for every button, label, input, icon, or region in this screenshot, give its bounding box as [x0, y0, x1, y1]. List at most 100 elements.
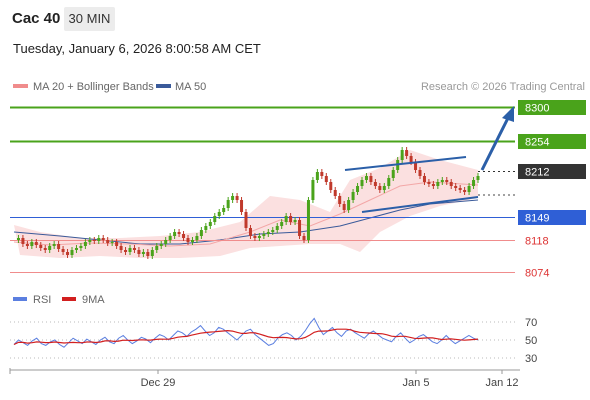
candle-body: [137, 250, 141, 254]
candle-body: [155, 246, 159, 250]
candle-body: [369, 176, 373, 182]
credit-text: Research © 2026 Trading Central: [421, 81, 585, 93]
candle-body: [440, 180, 444, 182]
level-label-8254: 8254: [525, 137, 549, 149]
candle-body: [217, 212, 221, 216]
level-label-8300: 8300: [525, 103, 549, 115]
candle-body: [231, 196, 235, 200]
candle-body: [124, 250, 128, 252]
candle-body: [186, 238, 190, 242]
candle-body: [164, 240, 168, 244]
candle-body: [422, 176, 426, 182]
candle-body: [405, 150, 409, 156]
x-tick-label: Dec 29: [141, 377, 176, 389]
rsi-ma-legend-label: 9MA: [82, 294, 105, 306]
candle-body: [351, 192, 355, 200]
candle-body: [177, 232, 181, 234]
candle-body: [418, 170, 422, 176]
candle-body: [79, 246, 83, 248]
candle-body: [329, 182, 333, 190]
candle-body: [106, 240, 110, 243]
candle-body: [364, 176, 368, 180]
candle-body: [199, 230, 203, 236]
candle-body: [463, 190, 467, 192]
candle-body: [445, 180, 449, 182]
candle-body: [244, 212, 248, 228]
candle-body: [204, 226, 208, 230]
candle-body: [115, 242, 119, 246]
candles: [16, 147, 480, 259]
channel-upper-line: [344, 156, 467, 171]
candle-body: [333, 190, 337, 196]
candle-body: [30, 242, 34, 246]
candle-body: [311, 180, 315, 200]
candle-body: [373, 182, 377, 186]
candle-body: [476, 176, 480, 180]
candle-body: [320, 172, 324, 176]
candle-body: [271, 230, 275, 232]
candle-body: [431, 184, 435, 186]
ticker-title: Cac 40: [12, 10, 61, 27]
candle-body: [141, 252, 145, 254]
rsi-tick-50: 50: [525, 335, 537, 347]
candle-body: [195, 236, 199, 240]
candle-body: [360, 180, 364, 186]
candle-body: [391, 170, 395, 178]
candle-body: [226, 200, 230, 208]
candle-body: [66, 252, 70, 255]
candle-body: [293, 220, 297, 222]
rsi-ma-line: [13, 328, 479, 346]
ma50-legend-label: MA 50: [175, 81, 206, 93]
level-box-8300: [518, 100, 586, 115]
candle-body: [454, 186, 458, 188]
candle-body: [43, 248, 47, 250]
candle-body: [101, 238, 105, 240]
candle-body: [240, 200, 244, 212]
level-label-8149: 8149: [525, 213, 549, 225]
candle-body: [97, 238, 101, 241]
candle-body: [70, 250, 74, 255]
x-axis: Dec 29 Jan 5 Jan 12: [9, 368, 519, 389]
candle-body: [387, 178, 391, 186]
candle-body: [92, 240, 96, 241]
level-label-8118: 8118: [525, 236, 549, 248]
chart-header: Cac 40 30 MIN: [0, 0, 590, 38]
rsi-legend-label: RSI: [33, 294, 51, 306]
timeframe-badge[interactable]: 30 MIN: [64, 7, 115, 31]
level-box-8149: [518, 210, 586, 225]
bollinger-band-area: [14, 150, 478, 258]
candle-body: [61, 249, 65, 252]
candle-body: [356, 186, 360, 192]
level-box-8254: [518, 134, 586, 149]
candle-body: [280, 222, 284, 226]
rsi-panel: 70 50 30: [10, 317, 537, 365]
candle-body: [168, 236, 172, 240]
candle-body: [284, 216, 288, 222]
candle-body: [150, 250, 154, 256]
candle-body: [57, 244, 61, 249]
x-tick-label: Jan 5: [403, 377, 430, 389]
candle-body: [132, 248, 136, 250]
candle-body: [338, 196, 342, 204]
candle-body: [382, 186, 386, 190]
candle-body: [302, 236, 306, 240]
bollinger-bands: [13, 150, 479, 258]
rsi-ma-legend-swatch: [62, 297, 76, 301]
candle-body: [306, 200, 310, 240]
candle-body: [347, 200, 351, 210]
candle-body: [414, 162, 418, 170]
candle-body: [400, 150, 404, 160]
candle-body: [159, 244, 163, 246]
candle-body: [315, 172, 319, 180]
candle-body: [74, 248, 78, 250]
rsi-tick-70: 70: [525, 317, 537, 329]
candle-body: [289, 216, 293, 222]
candle-body: [83, 242, 87, 246]
candle-body: [208, 222, 212, 226]
trend-overlays: [344, 106, 515, 213]
candle-body: [248, 228, 252, 236]
rsi-legend-swatch: [13, 297, 27, 301]
candle-body: [21, 238, 25, 244]
level-box-8212: [518, 164, 586, 179]
